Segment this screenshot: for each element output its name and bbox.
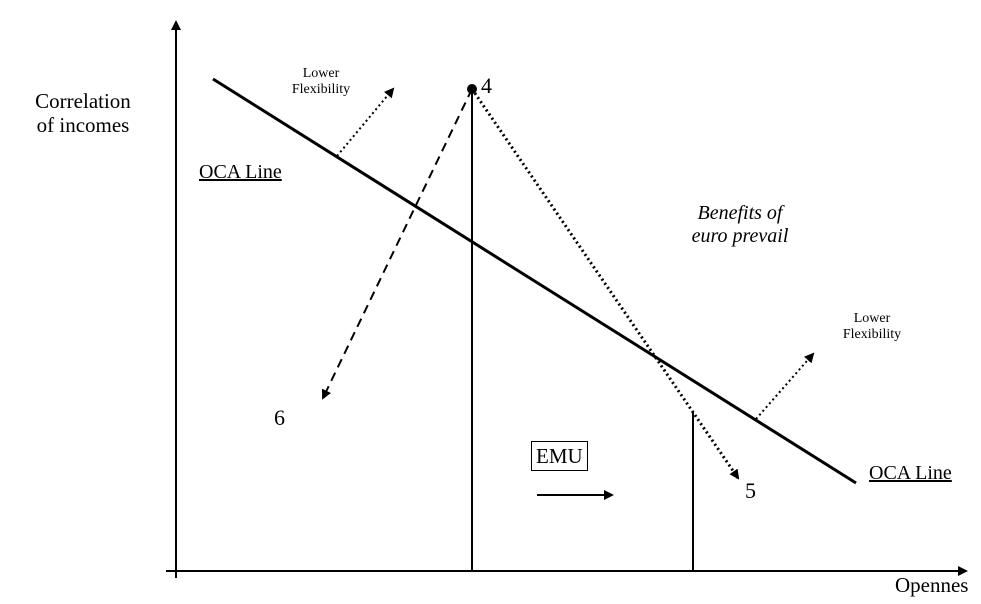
lower-flexibility-right-line2: Flexibility: [842, 327, 902, 343]
lower-flexibility-right-line1: Lower: [853, 311, 891, 326]
x-axis-label: Opennes: [895, 573, 969, 597]
emu-label: EMU: [531, 441, 588, 471]
lower-flexibility-arrow-top: [336, 87, 395, 157]
oca-line-label-left: OCA Line: [199, 161, 282, 183]
benefits-line1: Benefits of: [697, 202, 783, 224]
point-6-label: 6: [274, 405, 285, 430]
lower-flexibility-top-line1: Lower: [302, 66, 340, 81]
path-4-to-6: [321, 88, 473, 400]
lower-flexibility-arrow-right: [755, 352, 815, 420]
lower-flexibility-label-top: Lower Flexibility: [271, 66, 371, 98]
y-axis-label-line2: of incomes: [36, 113, 130, 138]
benefits-line2: euro prevail: [691, 225, 789, 247]
point-4-label: 4: [481, 73, 492, 98]
y-axis-label: Correlation of incomes: [8, 89, 158, 137]
lower-flexibility-top-line2: Flexibility: [291, 82, 351, 98]
benefits-label: Benefits of euro prevail: [660, 202, 820, 248]
oca-line-label-right: OCA Line: [869, 462, 952, 484]
path-4-to-5: [470, 88, 740, 480]
point-5-label: 5: [745, 478, 756, 503]
oca-line: [212, 77, 857, 485]
lower-flexibility-label-right: Lower Flexibility: [817, 311, 927, 343]
y-axis-label-line1: Correlation: [35, 89, 131, 113]
